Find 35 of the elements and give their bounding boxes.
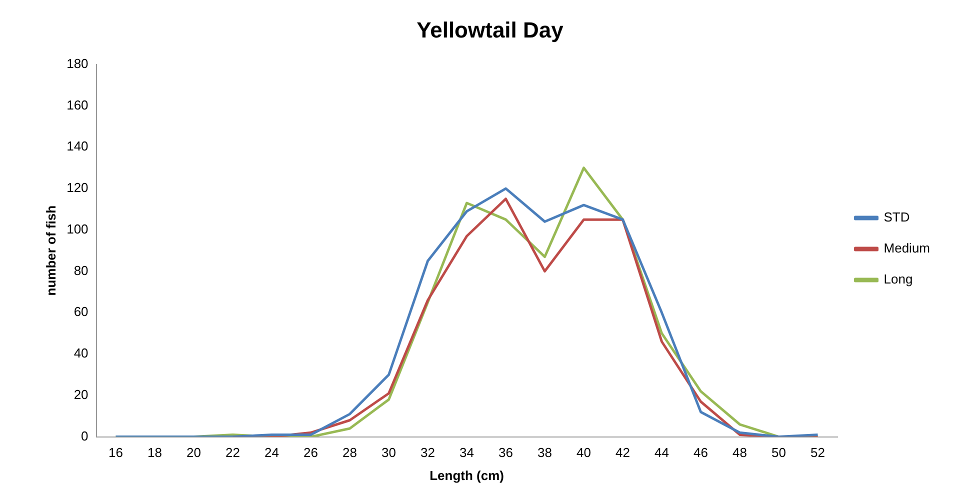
x-tick-label: 28: [342, 445, 358, 460]
x-tick-label: 52: [810, 445, 825, 460]
y-tick-label: 40: [74, 346, 88, 361]
x-tick-label: 42: [616, 445, 630, 460]
y-tick-label: 140: [66, 138, 88, 154]
x-tick-label: 16: [108, 445, 124, 460]
legend-label: Medium: [884, 240, 930, 256]
x-tick-label: 48: [732, 445, 747, 460]
y-tick-label: 60: [74, 304, 88, 320]
x-tick-label: 22: [226, 445, 240, 460]
y-tick-label: 80: [74, 262, 88, 278]
x-tick-label: 30: [382, 445, 396, 460]
x-tick-label: 50: [772, 445, 786, 460]
chart-title: Yellowtail Day: [416, 17, 564, 42]
x-tick-label: 38: [538, 445, 552, 460]
x-tick-label: 32: [420, 445, 436, 460]
legend-label: Long: [884, 272, 913, 287]
y-tick-label: 20: [74, 387, 88, 402]
y-axis-title: number of fish: [43, 205, 58, 296]
x-tick-label: 24: [264, 445, 280, 460]
x-tick-label: 34: [460, 445, 474, 460]
y-tick-label: 100: [66, 221, 88, 236]
legend-label: STD: [884, 210, 910, 225]
x-tick-label: 44: [654, 445, 670, 460]
y-tick-label: 180: [66, 56, 88, 71]
y-tick-label: 120: [66, 180, 88, 196]
y-tick-label: 0: [81, 428, 88, 444]
x-tick-label: 46: [694, 445, 708, 460]
x-axis-title: Length (cm): [430, 468, 504, 483]
x-tick-label: 20: [186, 445, 202, 460]
x-tick-label: 36: [498, 445, 514, 460]
x-tick-label: 18: [148, 445, 162, 460]
y-tick-label: 160: [66, 97, 88, 112]
x-tick-label: 40: [576, 445, 592, 460]
x-tick-label: 26: [304, 445, 318, 460]
